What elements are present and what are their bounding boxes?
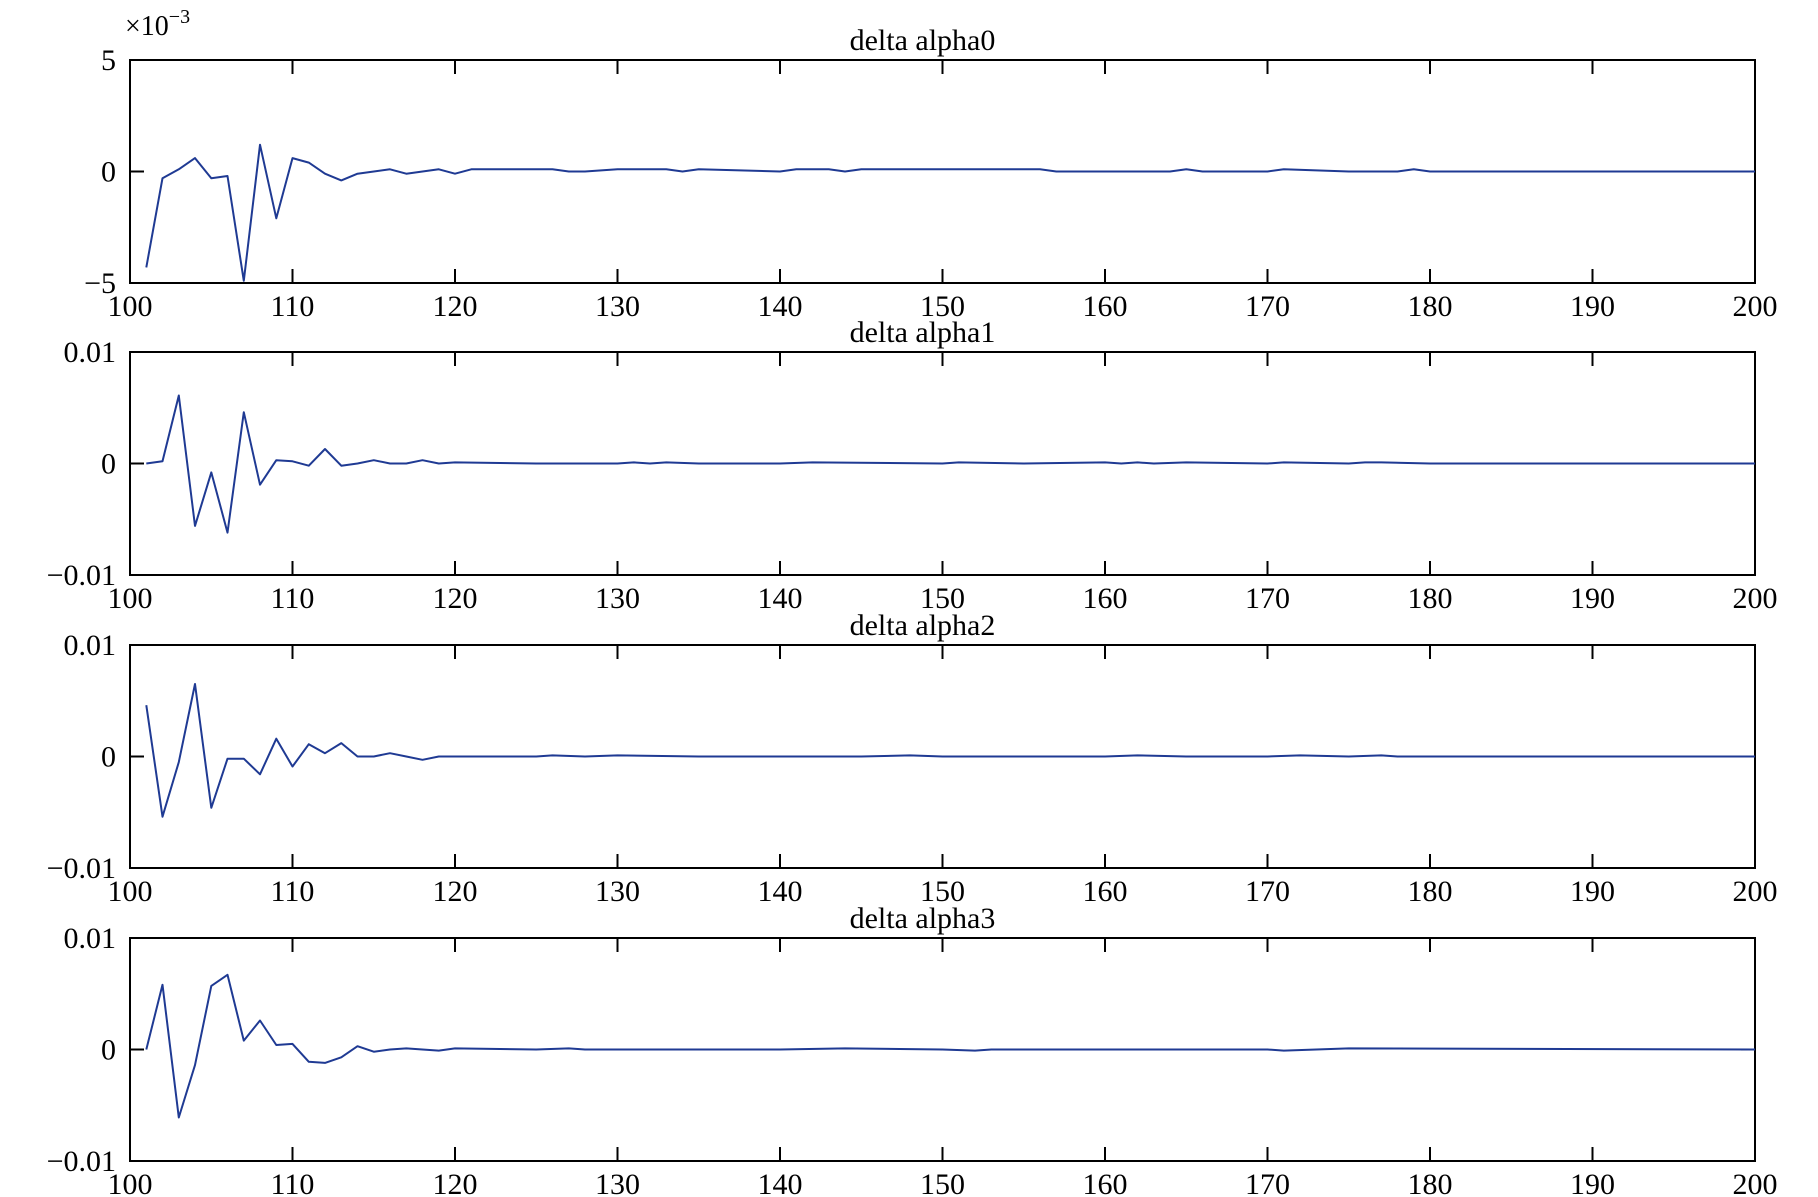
x-tick-label: 130: [595, 290, 640, 323]
x-tick-label: 140: [758, 1168, 803, 1197]
x-tick-label: 140: [758, 582, 803, 615]
x-tick-label: 180: [1408, 582, 1453, 615]
x-tick-label: 200: [1733, 290, 1778, 323]
x-tick-label: 180: [1408, 1168, 1453, 1197]
x-tick-label: 140: [758, 290, 803, 323]
x-tick-label: 200: [1733, 1168, 1778, 1197]
x-tick-label: 150: [920, 582, 965, 615]
x-tick-label: 160: [1083, 875, 1128, 908]
y-tick-label: 0: [101, 156, 116, 189]
y-tick-label: 0.01: [64, 629, 117, 662]
y-tick-label: −0.01: [47, 1145, 116, 1178]
x-tick-label: 190: [1570, 1168, 1615, 1197]
x-tick-label: 110: [271, 1168, 315, 1197]
x-tick-label: 100: [108, 290, 153, 323]
subplot-title: delta alpha0: [850, 24, 996, 57]
x-tick-label: 100: [108, 1168, 153, 1197]
series-line: [145, 143, 1755, 282]
x-tick-label: 110: [271, 875, 315, 908]
x-tick-label: 150: [920, 1168, 965, 1197]
subplot-title: delta alpha1: [850, 316, 996, 349]
x-tick-label: 200: [1733, 875, 1778, 908]
x-tick-label: 160: [1083, 290, 1128, 323]
x-tick-label: 180: [1408, 875, 1453, 908]
x-tick-label: 170: [1245, 1168, 1290, 1197]
series-line: [145, 683, 1755, 818]
y-tick-label: 0: [101, 448, 116, 481]
x-tick-label: 140: [758, 875, 803, 908]
y-tick-label: −0.01: [47, 559, 116, 592]
x-tick-label: 110: [271, 582, 315, 615]
series-line: [146, 394, 1755, 534]
x-tick-label: 120: [433, 1168, 478, 1197]
x-tick-label: 120: [433, 582, 478, 615]
y-tick-label: 5: [101, 44, 116, 77]
subplot-1: delta alpha1 100 110 120 130 140 150 160 170 180 1…: [47, 316, 1778, 615]
x-tick-label: 150: [920, 875, 965, 908]
subplot-title: delta alpha2: [850, 609, 996, 642]
x-tick-label: 200: [1733, 582, 1778, 615]
y-tick-label: −0.01: [47, 852, 116, 885]
x-tick-label: 160: [1083, 582, 1128, 615]
x-tick-label: 100: [108, 582, 153, 615]
y-tick-label: 0.01: [64, 336, 117, 369]
y-tick-label: −5: [84, 267, 116, 300]
x-tick-label: 130: [595, 1168, 640, 1197]
x-tick-label: 190: [1570, 582, 1615, 615]
series-line: [145, 973, 1756, 1119]
x-tick-label: 160: [1083, 1168, 1128, 1197]
x-tick-label: 120: [433, 875, 478, 908]
y-tick-label: 0: [101, 741, 116, 774]
subplot-0: delta alpha0 ×10−3 100 110 120 130 140 150 160 17…: [84, 6, 1777, 323]
subplot-3: delta alpha3 100 110 120 130 140 150 160 170 180 1…: [47, 902, 1778, 1197]
x-tick-label: 110: [271, 290, 315, 323]
x-tick-label: 170: [1245, 290, 1290, 323]
x-tick-label: 130: [595, 875, 640, 908]
x-tick-label: 170: [1245, 582, 1290, 615]
x-tick-label: 170: [1245, 875, 1290, 908]
y-multiplier-label: ×10−3: [125, 6, 190, 42]
y-tick-label: 0.01: [64, 922, 117, 955]
subplot-2: delta alpha2 100 110 120 130 140 150 160 170 180 1…: [47, 609, 1778, 908]
x-tick-label: 190: [1570, 290, 1615, 323]
x-tick-label: 130: [595, 582, 640, 615]
y-tick-label: 0: [101, 1034, 116, 1067]
x-tick-label: 120: [433, 290, 478, 323]
x-tick-label: 150: [920, 290, 965, 323]
x-tick-label: 100: [108, 875, 153, 908]
x-tick-label: 180: [1408, 290, 1453, 323]
subplot-title: delta alpha3: [850, 902, 996, 935]
x-tick-label: 190: [1570, 875, 1615, 908]
